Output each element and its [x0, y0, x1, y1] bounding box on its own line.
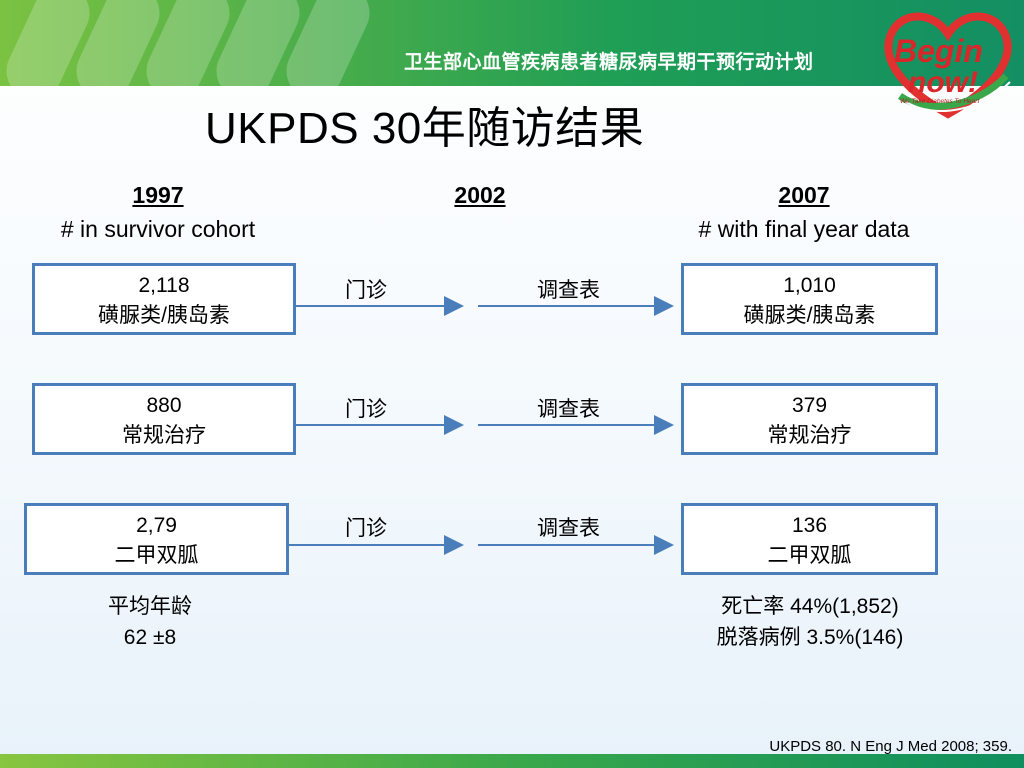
cohort-count: 136	[791, 514, 828, 537]
logo-text-now: now!	[908, 66, 978, 99]
dropout-rate: 脱落病例 3.5%(146)	[716, 626, 904, 649]
citation: UKPDS 80. N Eng J Med 2008; 359.	[769, 738, 1012, 755]
year-label: 1997	[132, 182, 184, 208]
outcome-note: 死亡率 44%(1,852) 脱落病例 3.5%(146)	[670, 591, 950, 653]
mean-age-note: 平均年龄 62 ±8	[60, 591, 240, 653]
cohort-label: 磺脲类/胰岛素	[98, 304, 230, 327]
begin-now-logo: Begin now! We Take Diabetes To Heart	[884, 12, 1012, 119]
banner-slogan: 卫生部心血管疾病患者糖尿病早期干预行动计划	[404, 52, 814, 73]
step-questionnaire-label: 调查表	[537, 398, 600, 421]
mortality-rate: 死亡率 44%(1,852)	[721, 595, 899, 618]
cohort-label: 常规治疗	[122, 424, 206, 447]
cohort-label: 二甲双胍	[114, 544, 199, 567]
top-banner: 卫生部心血管疾病患者糖尿病早期干预行动计划	[0, 0, 1024, 86]
year-label: 2002	[454, 182, 506, 208]
mean-age-label: 平均年龄	[108, 595, 192, 618]
logo-text-begin: Begin	[894, 33, 983, 69]
year-label: 2007	[778, 182, 830, 208]
logo-tagline: We Take Diabetes To Heart	[900, 98, 980, 105]
cohort-box-2007-row2: 379 常规治疗	[681, 383, 938, 455]
step-questionnaire-label: 调查表	[537, 279, 600, 302]
step-clinic-label: 门诊	[345, 517, 387, 540]
heart-icon	[884, 12, 1012, 119]
cohort-label: 二甲双胍	[767, 544, 852, 567]
cohort-box-1997-row1: 2,118 磺脲类/胰岛素	[32, 263, 296, 335]
cohort-count: 379	[791, 394, 828, 417]
cohort-box-2007-row3: 136 二甲双胍	[681, 503, 938, 575]
cohort-label: 常规治疗	[767, 424, 852, 447]
cohort-label: 磺脲类/胰岛素	[743, 304, 876, 327]
cohort-count: 2,118	[138, 274, 190, 297]
cohort-count: 2,79	[136, 514, 177, 537]
cohort-box-1997-row3: 2,79 二甲双胍	[24, 503, 289, 575]
cohort-count: 880	[146, 394, 182, 417]
step-questionnaire-label: 调查表	[537, 517, 600, 540]
cohort-count: 1,010	[783, 274, 836, 297]
cohort-box-2007-row1: 1,010 磺脲类/胰岛素	[681, 263, 938, 335]
column-header-2002: 2002	[420, 178, 540, 212]
step-clinic-label: 门诊	[345, 279, 387, 302]
mean-age-value: 62 ±8	[123, 626, 177, 649]
column-header-2007: 2007 # with final year data	[664, 178, 944, 246]
column-subtitle: # in survivor cohort	[60, 216, 256, 242]
footer-bar	[0, 754, 1024, 768]
slide-title: UKPDS 30年随访结果	[205, 104, 645, 153]
column-header-1997: 1997 # in survivor cohort	[30, 178, 286, 246]
cohort-box-1997-row2: 880 常规治疗	[32, 383, 296, 455]
step-clinic-label: 门诊	[345, 398, 387, 421]
column-subtitle: # with final year data	[698, 216, 910, 242]
swoosh-icon	[897, 73, 1009, 110]
